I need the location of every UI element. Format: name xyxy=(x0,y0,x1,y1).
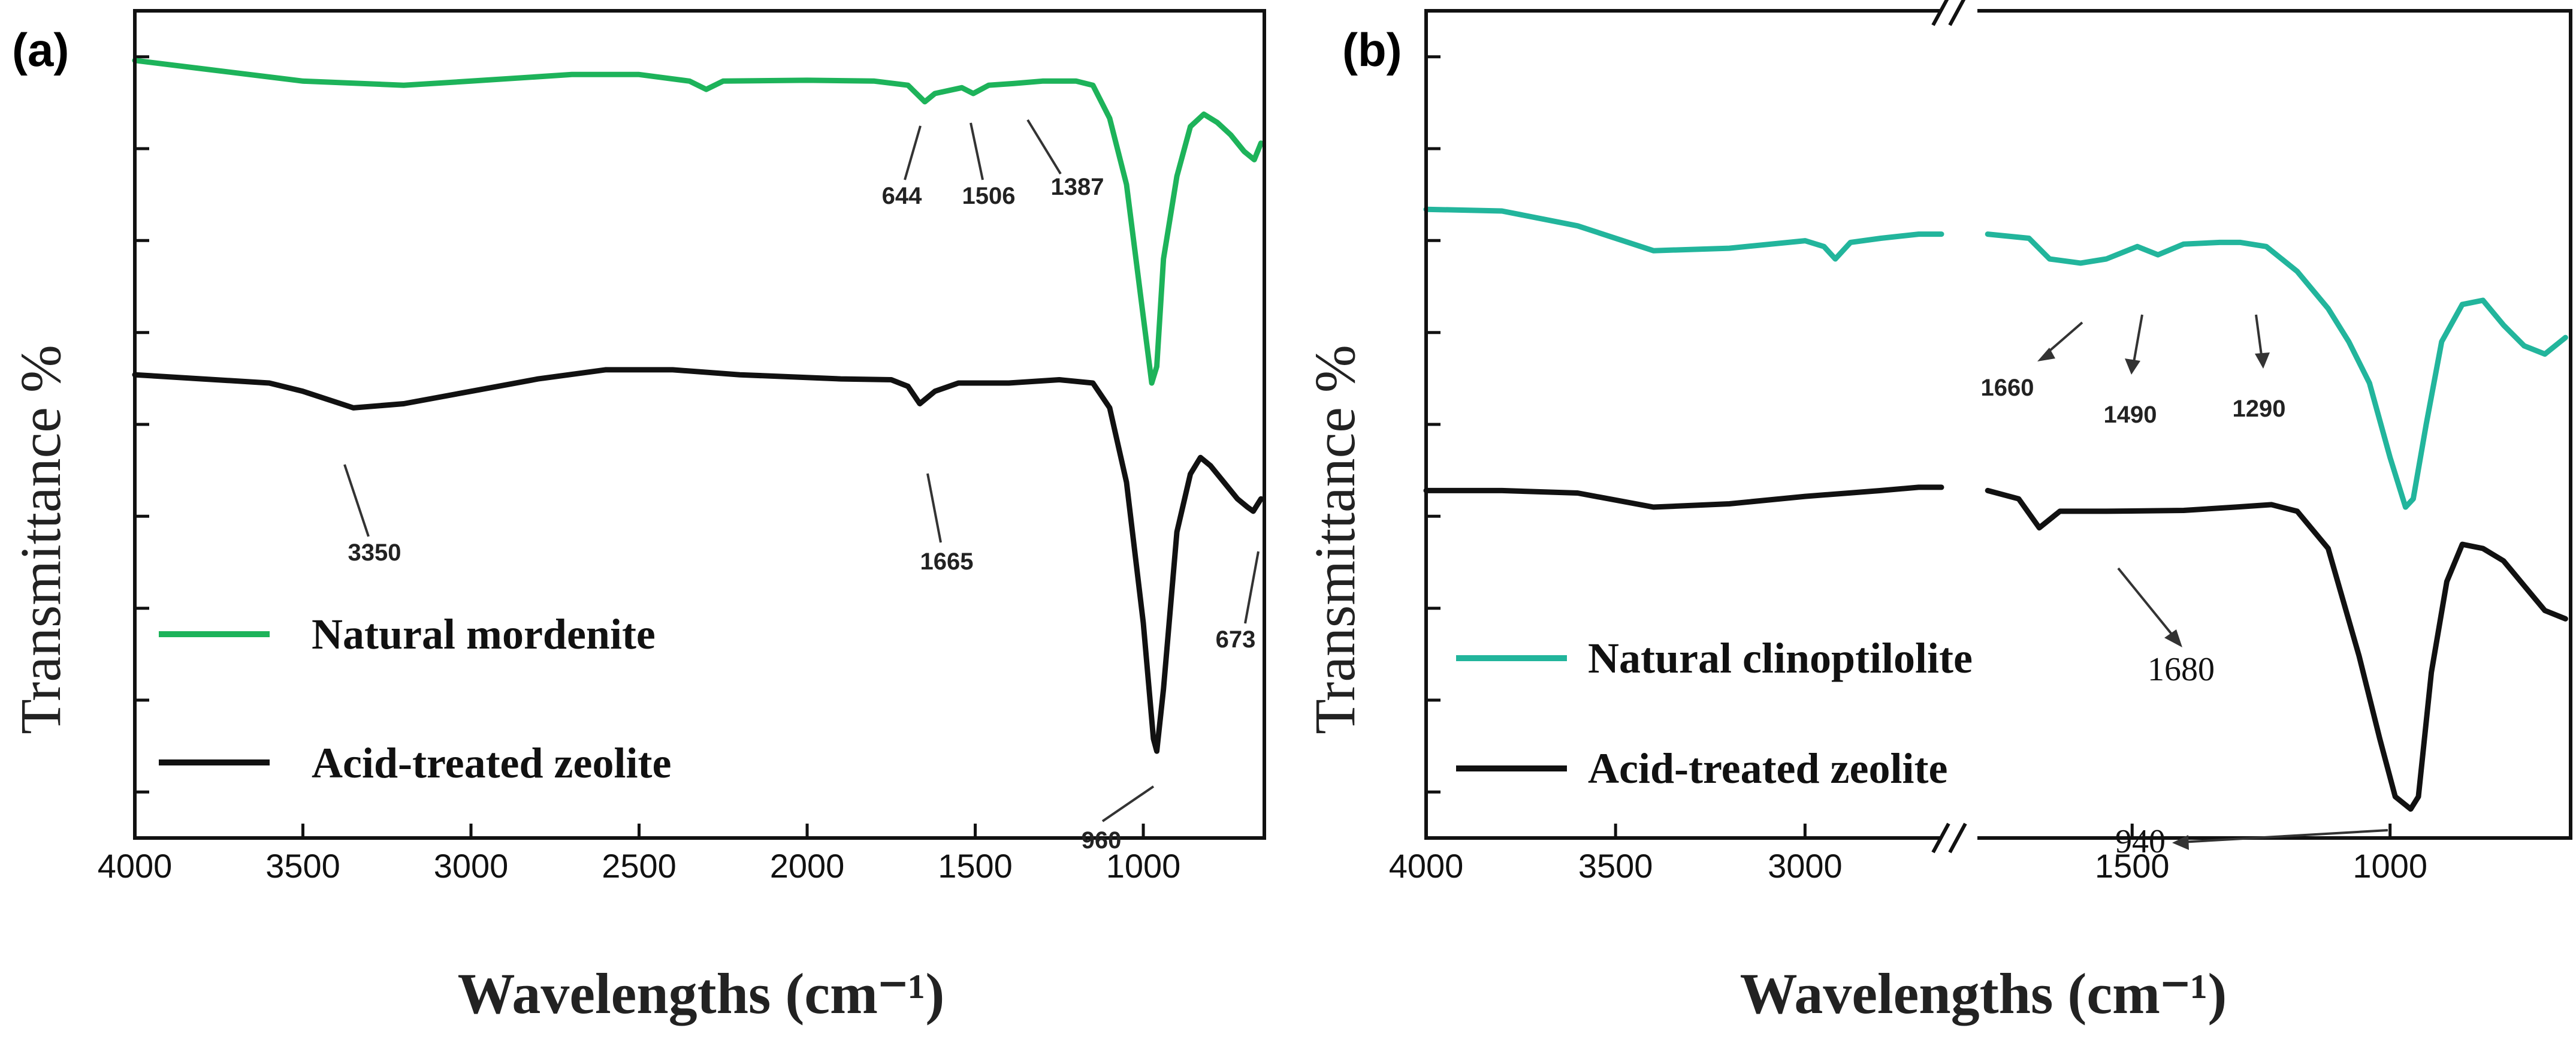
panel-a-curves xyxy=(132,58,1264,754)
legend-label-natural-clinoptilolite: Natural clinoptilolite xyxy=(1588,634,1973,682)
panel-a-plot-frame xyxy=(133,9,1266,840)
panel-a-x-axis-title: Wavelengths (cm⁻¹) xyxy=(458,961,945,1026)
panel-b-x-tick-label-4000: 4000 xyxy=(1389,847,1464,885)
panel-a-y-axis-title: Transmittance % xyxy=(8,345,73,734)
legend-label-acid-treated-zeolite: Acid-treated zeolite xyxy=(312,739,671,787)
panel-b-x-tick-label-1000: 1000 xyxy=(2352,847,2427,885)
arrow-1387 xyxy=(1026,119,1062,175)
panel-b-annotation-arrows xyxy=(2037,314,2388,850)
arrow-644 xyxy=(904,125,922,180)
arrow-1490-head xyxy=(2125,358,2140,375)
annotation-3350: 3350 xyxy=(348,539,401,566)
arrow-1680 xyxy=(2117,567,2176,640)
arrow-1290 xyxy=(2255,314,2263,360)
arrow-3350 xyxy=(343,464,370,537)
panel-b-legend: Natural clinoptilolite Acid-treated zeol… xyxy=(1456,634,1973,792)
panel-a-legend: Natural mordenite Acid-treated zeolite xyxy=(159,610,671,787)
arrow-673 xyxy=(1244,551,1260,624)
arrow-960 xyxy=(1101,785,1155,822)
panel-a-annotations: 644 1506 1387 3350 1665 960 673 xyxy=(348,174,1256,854)
axis-break-mark-top-1 xyxy=(1931,0,1949,26)
annotation-1665: 1665 xyxy=(920,548,974,575)
arrow-940 xyxy=(2181,829,2388,843)
panel-a-x-tick-label-3000: 3000 xyxy=(434,847,509,885)
panel-b-x-tick-label-3000: 3000 xyxy=(1768,847,1843,885)
arrow-1660 xyxy=(2045,321,2083,355)
annotation-940: 940 xyxy=(2115,823,2166,860)
legend-label-natural-mordenite: Natural mordenite xyxy=(312,610,656,658)
arrow-1665 xyxy=(926,473,942,543)
panel-b-y-ticks xyxy=(1426,55,1440,794)
panel-b-y-axis-title: Transmittance % xyxy=(1303,345,1367,734)
panel-a-annotation-arrows xyxy=(343,119,1260,822)
panel-b-annotations: 1660 1490 1290 1680 940 xyxy=(1981,375,2286,860)
annotation-1660: 1660 xyxy=(1981,375,2034,401)
annotation-1680: 1680 xyxy=(2148,651,2215,688)
panel-b-x-tick-label-1500: 1500 xyxy=(2095,847,2170,885)
annotation-1506: 1506 xyxy=(962,183,1016,209)
panel-a-x-tick-label-2000: 2000 xyxy=(770,847,845,885)
series-acid-treated-zeolite-line xyxy=(132,367,1264,754)
annotation-1387: 1387 xyxy=(1051,174,1104,200)
axis-break-mark-bottom-2 xyxy=(1948,822,1967,854)
annotation-1490: 1490 xyxy=(2104,402,2157,428)
panel-b: (b) Transmittance % 4000 3500 3000 1500 1000… xyxy=(1303,0,2572,1026)
arrow-1660-head xyxy=(2037,348,2055,361)
panel-a: (a) Transmittance % 4000 3500 3000 2500 2000… xyxy=(8,9,1266,1026)
panel-a-x-tick-label-1000: 1000 xyxy=(1106,847,1181,885)
panel-a-x-tick-label-2500: 2500 xyxy=(602,847,677,885)
panel-b-label: (b) xyxy=(1342,23,1402,76)
panel-a-label: (a) xyxy=(12,23,69,76)
panel-a-x-tick-label-4000: 4000 xyxy=(98,847,173,885)
panel-a-x-tick-label-1500: 1500 xyxy=(938,847,1013,885)
legend-label-acid-treated-zeolite: Acid-treated zeolite xyxy=(1588,744,1947,792)
annotation-1290: 1290 xyxy=(2233,396,2286,422)
panel-b-frame-left xyxy=(1424,9,1941,840)
arrow-940-head xyxy=(2172,835,2189,850)
arrow-1680-head xyxy=(2164,629,2182,647)
panel-b-curves xyxy=(1423,206,2568,812)
arrow-1490 xyxy=(2132,314,2143,366)
panel-a-x-ticks: 4000 3500 3000 2500 2000 1500 1000 xyxy=(98,824,1181,885)
axis-break-mark-top-2 xyxy=(1948,0,1966,26)
annotation-960: 960 xyxy=(1082,827,1122,854)
series-acid-treated-zeolite-line xyxy=(1423,484,2568,812)
annotation-644: 644 xyxy=(882,183,922,209)
panel-b-frame-right xyxy=(1977,9,2572,840)
panel-b-x-tick-label-3500: 3500 xyxy=(1578,847,1653,885)
panel-b-plot-frame xyxy=(1424,0,2572,854)
panel-a-x-tick-label-3500: 3500 xyxy=(265,847,340,885)
series-natural-mordenite-line xyxy=(132,58,1264,386)
annotation-673: 673 xyxy=(1216,626,1256,653)
axis-break-mark-bottom-1 xyxy=(1931,822,1950,854)
arrow-1290-head xyxy=(2255,352,2270,369)
panel-b-x-ticks: 4000 3500 3000 1500 1000 xyxy=(1389,824,2427,885)
panel-a-y-ticks xyxy=(135,55,149,794)
series-natural-clinoptilolite-line xyxy=(1423,206,2568,510)
panel-b-x-axis-title: Wavelengths (cm⁻¹) xyxy=(1740,961,2227,1026)
arrow-1506 xyxy=(970,122,984,180)
